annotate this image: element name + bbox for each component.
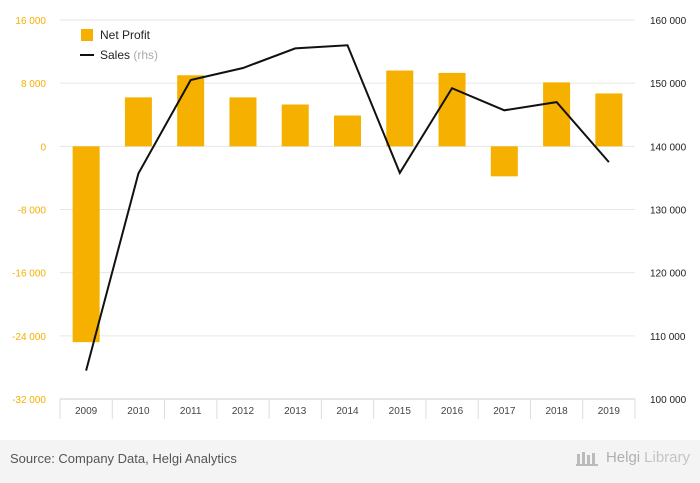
library-icon <box>575 451 598 466</box>
y-right-tick-label: 150 000 <box>650 79 687 90</box>
combo-chart: 16 000 8 000 0 -8 000 -16 000 -24 000 -32 000 1… <box>12 16 687 419</box>
legend: Net Profit Sales (rhs) <box>80 28 158 62</box>
net-profit-bar <box>281 104 309 147</box>
y-right-tick-label: 110 000 <box>650 332 686 343</box>
net-profit-bar <box>595 93 623 147</box>
axes: 16 000 8 000 0 -8 000 -16 000 -24 000 -32 000 1… <box>12 16 687 419</box>
y-left-tick-label: 0 <box>40 142 46 153</box>
legend-sales-label: Sales (rhs) <box>100 48 158 62</box>
source-text: Source: Company Data, Helgi Analytics <box>10 451 237 466</box>
x-tick-label: 2014 <box>336 406 359 417</box>
brand-helgi: Helgi <box>605 449 641 466</box>
y-left-tick-label: 8 000 <box>21 79 46 90</box>
y-left-tick-label: -16 000 <box>12 269 46 280</box>
x-tick-label: 2016 <box>441 406 464 417</box>
y-left-tick-label: -8 000 <box>18 206 47 217</box>
legend-sales-suffix: (rhs) <box>133 48 158 62</box>
x-tick-label: 2013 <box>284 406 307 417</box>
x-tick-label: 2018 <box>545 406 568 417</box>
net-profit-bar <box>543 82 571 147</box>
net-profit-bar <box>386 70 414 147</box>
x-tick-label: 2010 <box>127 406 150 417</box>
x-tick-label: 2009 <box>75 406 98 417</box>
footer: Source: Company Data, Helgi Analytics He… <box>0 440 700 483</box>
x-tick-label: 2019 <box>598 406 621 417</box>
x-tick-label: 2012 <box>232 406 255 417</box>
y-right-tick-label: 120 000 <box>650 269 687 280</box>
y-right-tick-label: 140 000 <box>650 142 687 153</box>
y-right-tick-label: 130 000 <box>650 206 687 217</box>
net-profit-bar <box>124 97 152 147</box>
net-profit-bar <box>72 146 100 343</box>
net-profit-bar <box>334 115 361 147</box>
x-tick-label: 2017 <box>493 406 516 417</box>
net-profit-bar <box>490 146 518 177</box>
helgi-library-logo[interactable]: Helgi Library <box>575 449 690 466</box>
net-profit-bars <box>72 70 623 343</box>
legend-net-profit-swatch <box>81 29 93 41</box>
sales-line-group <box>85 44 610 371</box>
net-profit-bar <box>229 97 257 147</box>
x-tick-label: 2015 <box>389 406 412 417</box>
y-right-tick-label: 160 000 <box>650 16 687 27</box>
sales-line <box>85 44 610 371</box>
y-left-tick-label: 16 000 <box>15 16 46 27</box>
y-left-tick-label: -24 000 <box>12 332 46 343</box>
net-profit-bar <box>438 72 466 147</box>
y-right-tick-label: 100 000 <box>650 395 687 406</box>
x-tick-label: 2011 <box>180 406 202 417</box>
grid <box>60 19 635 337</box>
legend-net-profit-label: Net Profit <box>100 28 151 42</box>
y-left-tick-label: -32 000 <box>12 395 46 406</box>
net-profit-bar <box>177 75 205 147</box>
brand-library: Library <box>644 449 690 466</box>
